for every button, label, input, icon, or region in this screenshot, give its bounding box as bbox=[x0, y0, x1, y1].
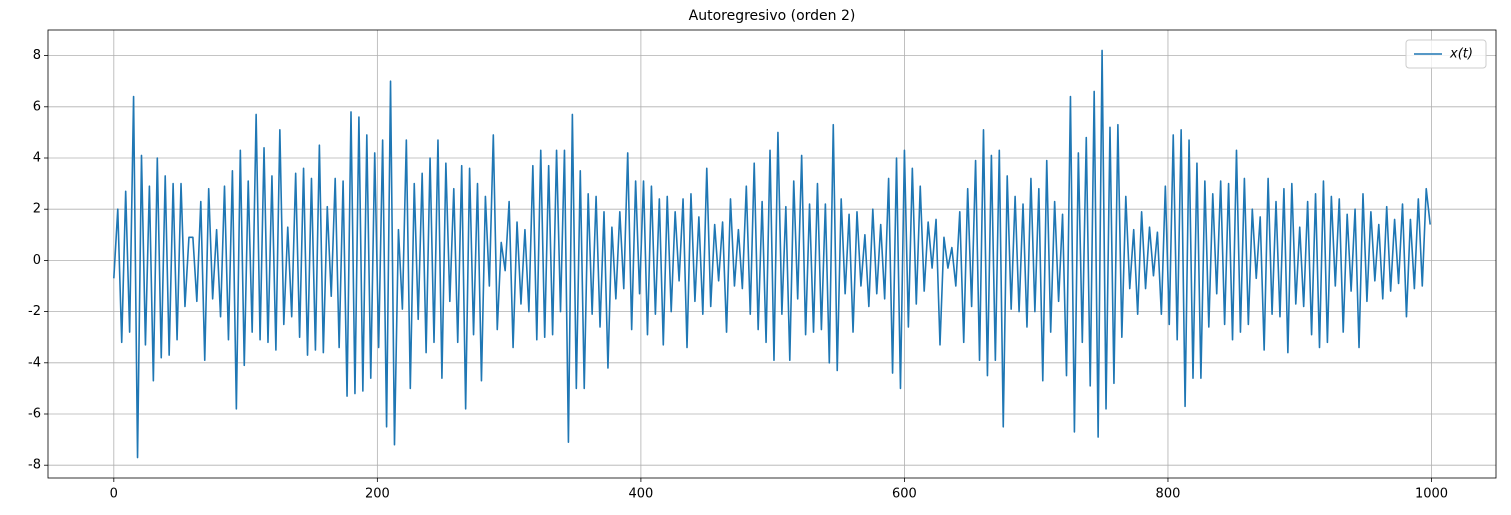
x-tick-label: 800 bbox=[1156, 487, 1181, 502]
y-tick-label: -8 bbox=[28, 458, 41, 473]
legend-box bbox=[1405, 39, 1487, 69]
y-tick-label: 8 bbox=[33, 48, 41, 63]
legend-label: x(t) bbox=[1449, 47, 1473, 62]
x-tick-label: 0 bbox=[110, 487, 118, 502]
y-tick-label: 6 bbox=[33, 99, 41, 114]
x-tick-label: 600 bbox=[892, 487, 917, 502]
y-tick-label: 0 bbox=[33, 253, 41, 268]
y-tick-label: 2 bbox=[33, 202, 41, 217]
x-tick-label: 1000 bbox=[1415, 487, 1448, 502]
y-tick-label: -2 bbox=[28, 304, 41, 319]
x-tick-label: 400 bbox=[628, 487, 653, 502]
plot-frame bbox=[47, 29, 1497, 479]
chart-title: Autoregresivo (orden 2) bbox=[689, 8, 856, 24]
y-tick-label: -6 bbox=[28, 407, 41, 422]
y-tick-label: -4 bbox=[28, 355, 41, 370]
y-tick-label: 4 bbox=[33, 151, 41, 166]
data-line bbox=[113, 49, 1431, 459]
x-tick-label: 200 bbox=[365, 487, 390, 502]
